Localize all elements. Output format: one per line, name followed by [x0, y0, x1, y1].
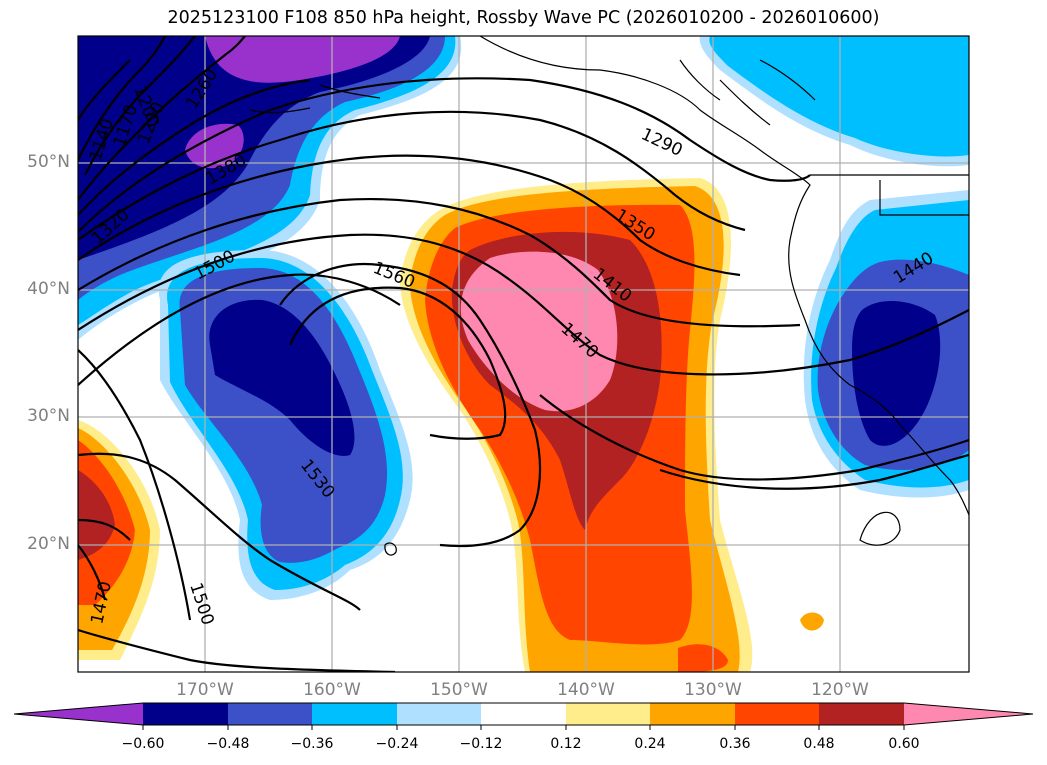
colorbar-swatch-9: [819, 703, 904, 725]
colorbar-swatch-3: [312, 703, 397, 725]
height-contours: [78, 36, 969, 672]
colorbar-extend-low: [14, 703, 143, 725]
colorbar-tick-8: 0.36: [719, 736, 751, 752]
lat-label-20n: 20°N: [27, 534, 70, 554]
colorbar-swatch-5: [481, 703, 566, 725]
colorbar-tick-1: −0.60: [121, 736, 165, 752]
colorbar-tick-9: 0.48: [803, 736, 835, 752]
colorbar-tick-2: −0.48: [206, 736, 250, 752]
colorbar-tick-4: −0.24: [375, 736, 419, 752]
colorbar-swatch-2: [228, 703, 312, 725]
colorbar-extend-high: [904, 703, 1033, 725]
colorbar-tick-7: 0.24: [634, 736, 666, 752]
positive-anomaly-southwest: [78, 420, 160, 660]
colorbar-swatch-4: [397, 703, 481, 725]
coastlines: [249, 36, 969, 556]
lon-label-120w: 120°W: [811, 680, 869, 700]
colorbar-tick-5: −0.12: [459, 736, 503, 752]
colorbar-tick-6: 0.12: [550, 736, 582, 752]
colorbar: [13, 702, 1034, 730]
lat-label-50n: 50°N: [27, 152, 70, 172]
colorbar-swatch-7: [650, 703, 735, 725]
colorbar-tick-10: 0.60: [888, 736, 920, 752]
lat-label-30n: 30°N: [27, 406, 70, 426]
map-frame: [77, 35, 970, 673]
map-panel: 1140 1170 1200 1230 1260 1290 1320 1350 …: [78, 36, 969, 672]
colorbar-swatch-6: [566, 703, 650, 725]
negative-anomaly-central: [158, 250, 413, 600]
lon-label-140w: 140°W: [557, 680, 615, 700]
lon-label-170w: 170°W: [176, 680, 234, 700]
colorbar-swatch-1: [143, 703, 228, 725]
colorbar-tick-3: −0.36: [290, 736, 334, 752]
lat-label-40n: 40°N: [27, 279, 70, 299]
colorbar-swatch-8: [735, 703, 819, 725]
lon-label-160w: 160°W: [303, 680, 361, 700]
map-title: 2025123100 F108 850 hPa height, Rossby W…: [167, 8, 880, 28]
lon-label-130w: 130°W: [684, 680, 742, 700]
positive-anomaly-central: [400, 178, 824, 672]
lon-label-150w: 150°W: [430, 680, 488, 700]
